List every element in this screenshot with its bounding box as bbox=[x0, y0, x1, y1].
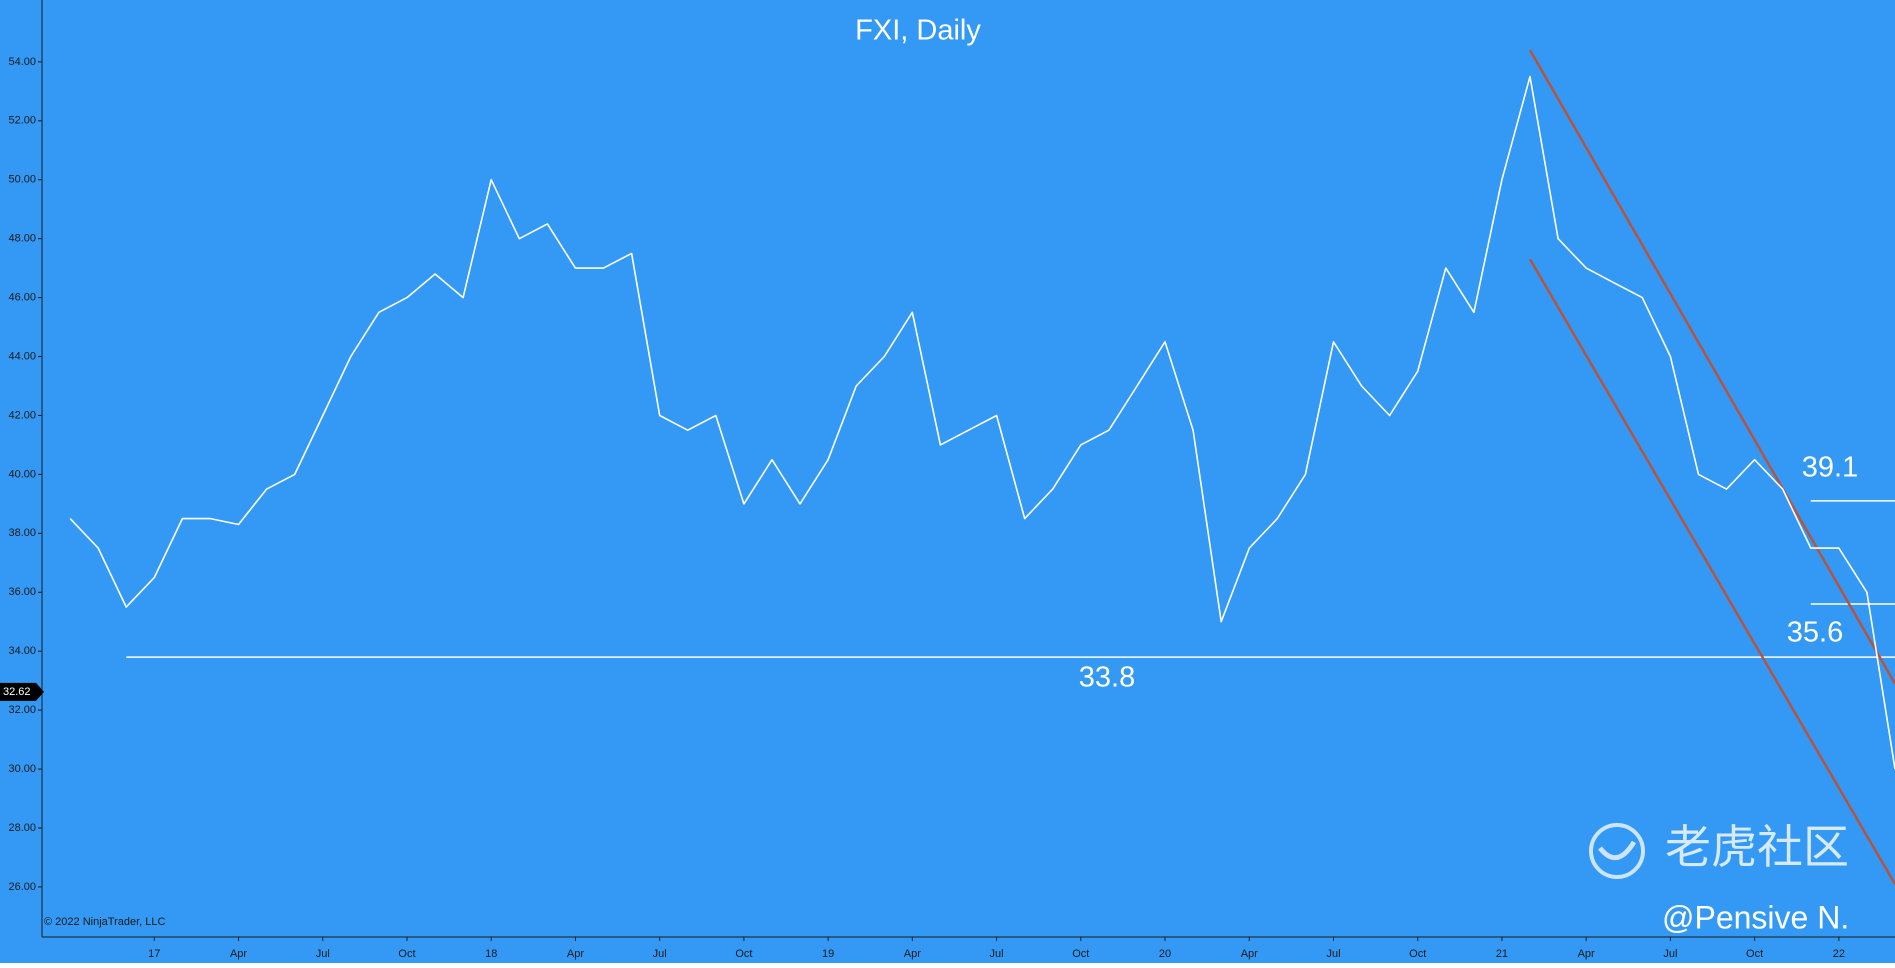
x-tick-label: Oct bbox=[1072, 948, 1089, 960]
x-tick-label: Apr bbox=[1241, 948, 1258, 960]
x-tick-label: 17 bbox=[148, 948, 160, 960]
x-tick-label: Jul bbox=[653, 948, 667, 960]
chart-title: FXI, Daily bbox=[855, 15, 981, 47]
x-tick-label: Oct bbox=[1746, 948, 1763, 960]
y-tick-label: 32.00 bbox=[8, 704, 36, 716]
x-tick-label: Apr bbox=[1578, 948, 1595, 960]
y-tick-label: 42.00 bbox=[8, 409, 36, 421]
y-tick-label: 28.00 bbox=[8, 822, 36, 834]
x-tick-label: Oct bbox=[398, 948, 415, 960]
x-tick-label: Oct bbox=[735, 948, 752, 960]
logo-mark bbox=[1598, 840, 1637, 860]
x-tick-label: 20 bbox=[1159, 948, 1171, 960]
y-tick-label: 46.00 bbox=[8, 292, 36, 304]
x-tick-label: Jul bbox=[1663, 948, 1677, 960]
x-tick-label: 22 bbox=[1833, 948, 1845, 960]
y-tick-label: 34.00 bbox=[8, 645, 36, 657]
x-tick-label: Apr bbox=[230, 948, 247, 960]
y-tick-label: 52.00 bbox=[8, 115, 36, 127]
x-tick-label: Apr bbox=[567, 948, 584, 960]
y-tick-label: 44.00 bbox=[8, 350, 36, 362]
y-tick-label: 36.00 bbox=[8, 586, 36, 598]
last-price-tag bbox=[0, 682, 44, 701]
x-tick-label: Oct bbox=[1409, 948, 1426, 960]
y-tick-label: 30.00 bbox=[8, 763, 36, 775]
x-tick-label: Jul bbox=[990, 948, 1004, 960]
trendline bbox=[1528, 258, 1895, 885]
level-label: 39.1 bbox=[1802, 452, 1858, 484]
x-tick-label: 21 bbox=[1496, 948, 1508, 960]
y-tick-label: 50.00 bbox=[8, 174, 36, 186]
x-tick-label: 19 bbox=[822, 948, 834, 960]
y-tick-label: 54.00 bbox=[8, 56, 36, 68]
x-tick-label: Jul bbox=[316, 948, 330, 960]
y-tick-label: 26.00 bbox=[8, 881, 36, 893]
level-label: 33.8 bbox=[1079, 662, 1135, 694]
watermark: 老虎社区 bbox=[1665, 821, 1849, 873]
y-tick-label: 38.00 bbox=[8, 527, 36, 539]
x-tick-label: 18 bbox=[485, 948, 497, 960]
logo-ring bbox=[1589, 823, 1645, 879]
x-tick-label: Jul bbox=[1326, 948, 1340, 960]
price-line bbox=[69, 75, 1895, 770]
y-tick-label: 48.00 bbox=[8, 233, 36, 245]
level-label: 35.6 bbox=[1787, 617, 1843, 649]
copyright: © 2022 NinjaTrader, LLC bbox=[44, 916, 165, 928]
author: @Pensive N. bbox=[1662, 899, 1849, 935]
x-tick-label: Apr bbox=[904, 948, 921, 960]
watermark-logo bbox=[1589, 823, 1645, 879]
last-price-label: 32.62 bbox=[3, 686, 31, 698]
trendline bbox=[1528, 49, 1895, 685]
y-tick-label: 40.00 bbox=[8, 468, 36, 480]
